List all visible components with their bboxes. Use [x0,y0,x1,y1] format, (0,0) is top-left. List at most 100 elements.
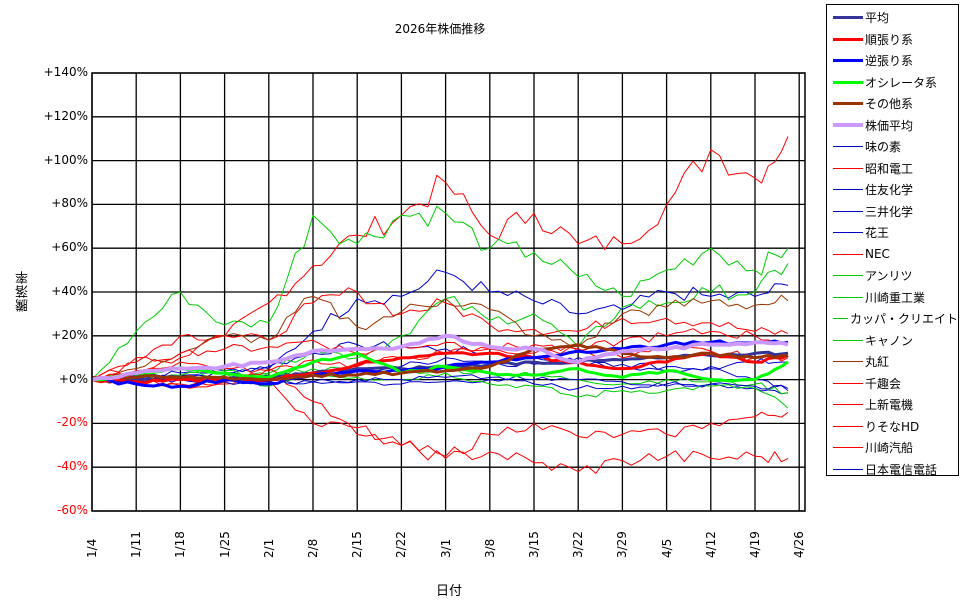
legend-item: 上新電機 [827,394,958,416]
legend-label: オシレータ系 [865,75,938,90]
legend-label: りそなHD [865,419,920,434]
legend-swatch-icon [833,16,863,20]
legend-label: 平均 [865,11,890,26]
legend-swatch-icon [833,361,863,363]
legend-item: 住友化学 [827,179,958,201]
x-axis-label: 日付 [436,584,463,599]
series-line [91,269,789,382]
legend-swatch-icon [833,123,863,128]
legend-swatch-icon [833,339,863,341]
legend-item: アンリツ [827,265,958,287]
y-tick-label: +40% [51,284,88,298]
x-tick-label: 1/18 [173,531,188,558]
y-tick-label: +120% [43,108,88,123]
legend-item: 川崎汽船 [827,437,958,459]
legend-swatch-icon [833,37,863,41]
legend-swatch-icon [833,296,863,298]
x-tick-label: 2/15 [350,531,365,558]
legend-label: その他系 [865,97,914,112]
series-line [91,287,789,381]
legend-label: 上新電機 [865,398,914,413]
x-tick-label: 1/25 [217,531,232,558]
legend-item: 三井化学 [827,201,958,223]
legend-swatch-icon [833,102,863,106]
series-line [91,343,789,382]
x-tick-label: 1/11 [129,531,144,558]
legend-item: カッパ・クリエイト [827,308,958,330]
legend-label: 三井化学 [865,204,914,219]
x-tick-label: 3/29 [615,531,630,558]
y-tick-label: +100% [43,152,88,167]
x-tick-label: 4/26 [792,531,807,558]
legend-item: 千趣会 [827,373,958,395]
x-tick-label: 4/12 [703,531,718,558]
legend-label: 株価平均 [865,118,914,133]
y-tick-label: -20% [56,415,88,430]
legend-label: 順張り系 [865,32,914,47]
y-tick-label: +0% [58,371,88,386]
series-line [91,205,789,380]
legend-item: 花王 [827,222,958,244]
legend-label: 住友化学 [865,183,914,198]
legend-item: 丸紅 [827,351,958,373]
legend-item: 川崎重工業 [827,287,958,309]
legend-label: NEC [865,247,890,262]
legend-item: りそなHD [827,416,958,438]
legend-swatch-icon [833,425,863,427]
y-tick-label: +60% [51,240,88,255]
legend-item: 逆張り系 [827,50,958,72]
legend-label: 丸紅 [865,355,890,370]
legend-swatch-icon [833,447,863,449]
plot-frame [91,72,806,512]
legend-label: 川崎汽船 [865,441,914,456]
legend-swatch-icon [833,275,863,277]
x-tick-label: 2/8 [306,538,320,558]
legend-label: 日本電信電話 [865,462,938,477]
series-line [91,294,789,381]
legend-item: 株価平均 [827,115,958,137]
x-tick-label: 2/22 [394,531,409,558]
y-tick-label: -40% [56,459,88,474]
plot-series [91,136,789,474]
legend-label: カッパ・クリエイト [849,312,958,327]
series-line [91,263,789,381]
x-tick-label: 3/8 [482,538,497,558]
legend-swatch-icon [833,318,848,320]
series-line [91,333,789,382]
legend-swatch-icon [833,468,863,470]
x-tick-label: 3/22 [571,531,586,558]
legend-item: 味の素 [827,136,958,158]
legend-item: NEC [827,244,958,266]
y-tick-label: -60% [56,503,88,517]
legend-label: 千趣会 [865,376,902,391]
x-tick-label: 2/1 [261,538,276,558]
x-tick-label: 4/5 [659,538,674,558]
legend-swatch-icon [833,404,863,406]
x-tick-label: 1/4 [85,538,99,558]
series-line [91,351,789,383]
x-tick-label: 3/15 [527,531,541,558]
legend-swatch-icon [833,210,863,212]
legend-item: その他系 [827,93,958,115]
legend-label: 味の素 [865,140,902,155]
y-tick-label: +140% [43,65,88,79]
legend-item: 平均 [827,7,958,29]
x-tick-label: 4/19 [748,531,762,558]
legend-label: 花王 [865,226,890,241]
legend-item: オシレータ系 [827,72,958,94]
legend-label: 川崎重工業 [865,290,926,305]
legend-swatch-icon [833,59,863,63]
legend-item: 順張り系 [827,29,958,51]
legend-swatch-icon [833,382,863,384]
legend-item: 日本電信電話 [827,459,958,481]
legend-swatch-icon [833,253,863,255]
legend-swatch-icon [833,167,863,169]
y-tick-label: +80% [51,196,88,211]
legend-label: アンリツ [865,269,913,284]
series-line [91,328,789,381]
legend-swatch-icon [833,232,863,234]
legend-swatch-icon [833,80,863,84]
chart-legend: 平均 順張り系 逆張り系 オシレータ系 その他系 株価平均 味の素 昭和電工 住友化学 三井化学花… [826,4,959,477]
legend-label: キャノン [865,333,914,348]
